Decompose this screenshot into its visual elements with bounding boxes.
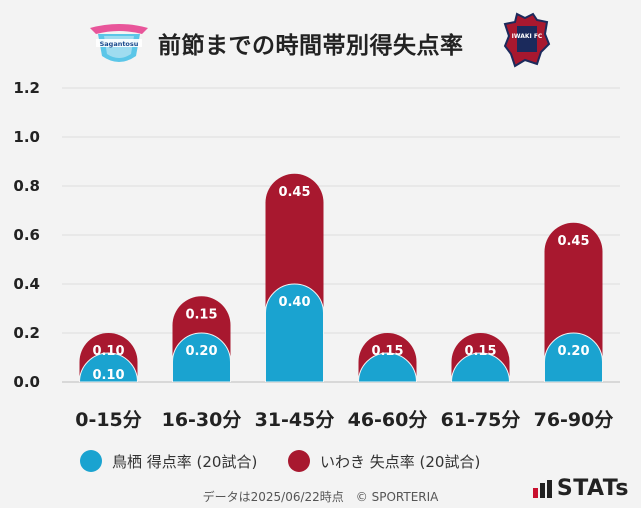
stats-logo-icon [532,479,552,498]
x-tick-label: 46-60分 [348,409,428,431]
y-tick-label: 0.0 [13,373,40,391]
stats-brand-text: STATs [556,476,629,501]
x-tick-label: 31-45分 [255,409,335,431]
bar-label-home: 0.10 [92,368,124,383]
bar-group: 0.15 [357,333,418,382]
legend-dot-away [288,450,310,472]
iwaki-fc-logo: IWAKI FC [503,12,551,68]
bar-home [357,352,418,382]
x-tick-label: 16-30分 [162,409,242,431]
bar-label-away: 0.15 [185,307,217,322]
y-tick-label: 0.4 [13,275,40,293]
bar-home [544,332,603,382]
bar-label-away: 0.45 [278,185,310,200]
y-tick-label: 1.0 [13,128,40,146]
bar-label-away: 0.45 [557,234,589,249]
bar-label-home: 0.20 [185,344,217,359]
y-tick-label: 0.6 [13,226,40,244]
bar-home [265,283,324,382]
bar-group: 0.45 0.20 [544,222,603,382]
bar-label-away: 0.15 [371,344,403,359]
legend-item-away: いわき 失点率 (20試合) [288,450,480,472]
bar-home [450,352,511,382]
legend-label-away: いわき 失点率 (20試合) [320,452,481,471]
bar-home [78,352,139,382]
bar-label-home: 0.20 [557,344,589,359]
chart-title: 前節までの時間帯別得失点率 [158,33,464,59]
legend-dot-home [80,450,102,472]
legend-label-home: 鳥栖 得点率 (20試合) [112,452,258,471]
sagan-tosu-logo-text: Sagantosu [100,40,139,48]
bars: 0.10 0.10 0.15 0.20 0.45 0.40 0.15 0.15 0.45 0.20 [78,173,603,383]
x-tick-label: 76-90分 [534,409,614,431]
y-tick-label: 0.2 [13,324,40,342]
y-tick-label: 1.2 [13,79,40,97]
grid-lines [62,87,620,383]
y-tick-label: 0.8 [13,177,40,195]
bar-label-away: 0.10 [92,344,124,359]
bar-group: 0.10 0.10 [78,333,139,383]
bar-label-home: 0.40 [278,295,310,310]
bar-group: 0.45 0.40 [265,173,324,382]
bar-group: 0.15 [450,333,511,382]
sagan-tosu-logo: Sagantosu [90,24,148,62]
bar-label-away: 0.15 [464,344,496,359]
x-axis-ticks: 0-15分 16-30分 31-45分 46-60分 61-75分 76-90分 [75,409,613,431]
stats-brand: STATs [532,476,629,501]
bar-home [172,332,231,382]
x-tick-label: 0-15分 [75,409,142,431]
x-tick-label: 61-75分 [441,409,521,431]
y-axis-ticks: 0.0 0.2 0.4 0.6 0.8 1.0 1.2 [13,79,40,391]
bar-group: 0.15 0.20 [172,296,231,382]
chart: 0.00.20.40.60.81.01.2 0.100.100.150.200.… [13,79,620,431]
legend-item-home: 鳥栖 得点率 (20試合) [80,450,257,472]
iwaki-fc-logo-text: IWAKI FC [512,33,543,40]
data-credit: データは2025/06/22時点 © SPORTERIA [202,490,439,504]
